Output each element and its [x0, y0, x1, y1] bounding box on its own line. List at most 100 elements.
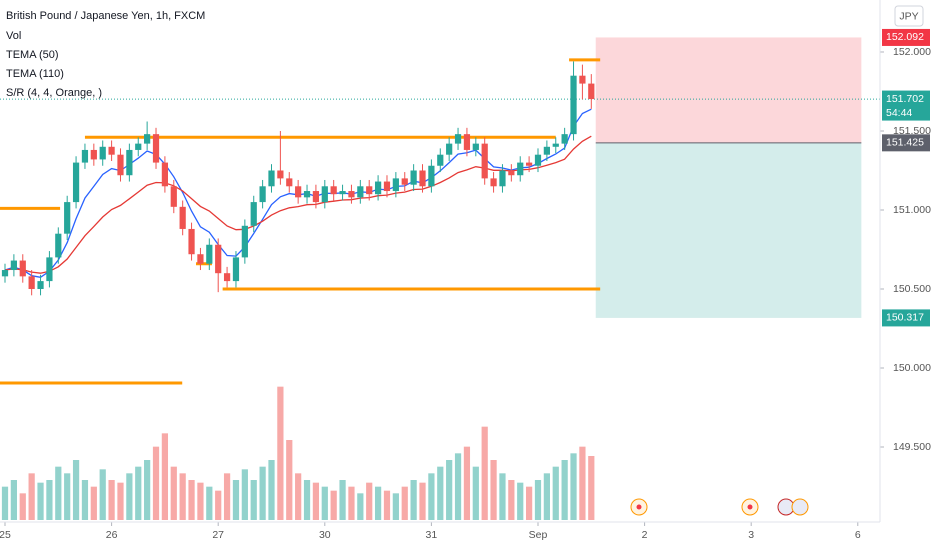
x-tick-label: 26 — [106, 529, 118, 541]
volume-bar — [543, 473, 550, 520]
volume-bar — [144, 460, 151, 520]
candle-body — [463, 134, 471, 150]
candle-body — [312, 191, 320, 203]
volume-bar — [232, 480, 240, 520]
candle-body — [348, 191, 355, 198]
volume-bar — [437, 466, 444, 520]
y-tick-label: 151.500 — [893, 125, 931, 137]
candle-body — [392, 178, 399, 192]
volume-bar — [499, 473, 506, 520]
volume-bar — [392, 493, 399, 520]
price-label: 151.702 — [886, 93, 924, 105]
candle-body — [552, 143, 559, 147]
candle-body — [454, 134, 462, 144]
candle-body — [374, 181, 382, 195]
candle-body — [490, 178, 497, 187]
volume-bar — [10, 480, 17, 520]
volume-bar — [72, 460, 80, 520]
candle-body — [108, 146, 115, 155]
candle-body — [472, 143, 479, 150]
candle-body — [188, 228, 195, 255]
price-label: 151.425 — [886, 137, 924, 149]
volume-bar — [206, 486, 213, 520]
volume-bar — [366, 482, 373, 520]
candle-body — [90, 149, 97, 160]
volume-bar — [312, 482, 320, 520]
event-flag[interactable] — [791, 498, 809, 516]
currency-box[interactable] — [894, 5, 924, 27]
candle-body — [206, 244, 213, 264]
candle-body — [286, 178, 293, 187]
candle-body — [561, 134, 568, 144]
candle-body — [28, 276, 35, 289]
candle-body — [232, 257, 240, 282]
volume-bar — [1, 486, 9, 520]
candle-body — [419, 170, 426, 187]
candle-body — [46, 257, 53, 282]
volume-bar — [330, 490, 337, 520]
x-tick-label: 30 — [319, 529, 331, 541]
volume-bar — [295, 473, 302, 520]
candle-body — [241, 225, 248, 258]
volume-bar — [277, 386, 284, 520]
volume-bar — [472, 466, 479, 520]
y-tick-label: 151.000 — [893, 204, 931, 216]
volume-bar — [197, 482, 204, 520]
candle-body — [481, 143, 488, 179]
volume-bar — [28, 473, 35, 520]
candle-body — [152, 134, 160, 163]
volume-bar — [401, 486, 408, 520]
candle-body — [117, 154, 124, 176]
candle-body — [268, 170, 275, 187]
candle-body — [135, 143, 142, 150]
candle-body — [144, 134, 151, 144]
candle-body — [428, 165, 435, 187]
legend-entry: TEMA (110) — [6, 68, 64, 80]
candle-body — [410, 170, 417, 185]
x-tick-label: 31 — [426, 529, 438, 541]
countdown: 54:44 — [886, 107, 912, 119]
volume-bar — [117, 482, 124, 520]
candle-body — [99, 146, 106, 160]
candle-body — [499, 170, 506, 187]
volume-bar — [64, 473, 71, 520]
volume-bar — [552, 466, 559, 520]
x-tick-label: Sep — [529, 529, 548, 541]
volume-bar — [268, 460, 275, 520]
x-tick-label: 3 — [748, 529, 754, 541]
candle-body — [170, 186, 177, 207]
volume-bar — [588, 456, 595, 520]
y-tick-label: 150.500 — [893, 283, 931, 295]
candle-body — [223, 273, 231, 282]
candle-body — [357, 186, 364, 198]
candle-body — [366, 186, 373, 195]
volume-bar — [135, 466, 142, 520]
volume-bar — [215, 490, 222, 520]
candle-body — [321, 186, 328, 203]
volume-bar — [526, 486, 533, 520]
candle-body — [339, 191, 346, 195]
volume-bar — [454, 453, 462, 520]
volume-bar — [241, 469, 248, 520]
volume-bar — [161, 433, 169, 520]
y-tick-label: 149.500 — [893, 441, 931, 453]
candle-body — [161, 162, 169, 187]
currency: JPY — [899, 10, 918, 22]
price-label: 150.317 — [886, 312, 924, 324]
candle-body — [330, 186, 337, 195]
candle-body — [10, 260, 17, 271]
candle-body — [55, 233, 62, 258]
event-icon-dot — [636, 504, 642, 510]
volume-bar — [170, 466, 177, 520]
volume-bar — [90, 486, 97, 520]
volume-bar — [579, 446, 586, 520]
candle-body — [437, 154, 444, 166]
volume-bar — [410, 480, 417, 520]
candle-body — [588, 83, 595, 100]
volume-bar — [259, 466, 266, 520]
y-tick-label: 150.000 — [893, 362, 931, 374]
plot — [0, 37, 884, 526]
volume-bar — [99, 469, 106, 520]
candle-body — [197, 254, 204, 264]
volume-bar — [534, 480, 542, 520]
